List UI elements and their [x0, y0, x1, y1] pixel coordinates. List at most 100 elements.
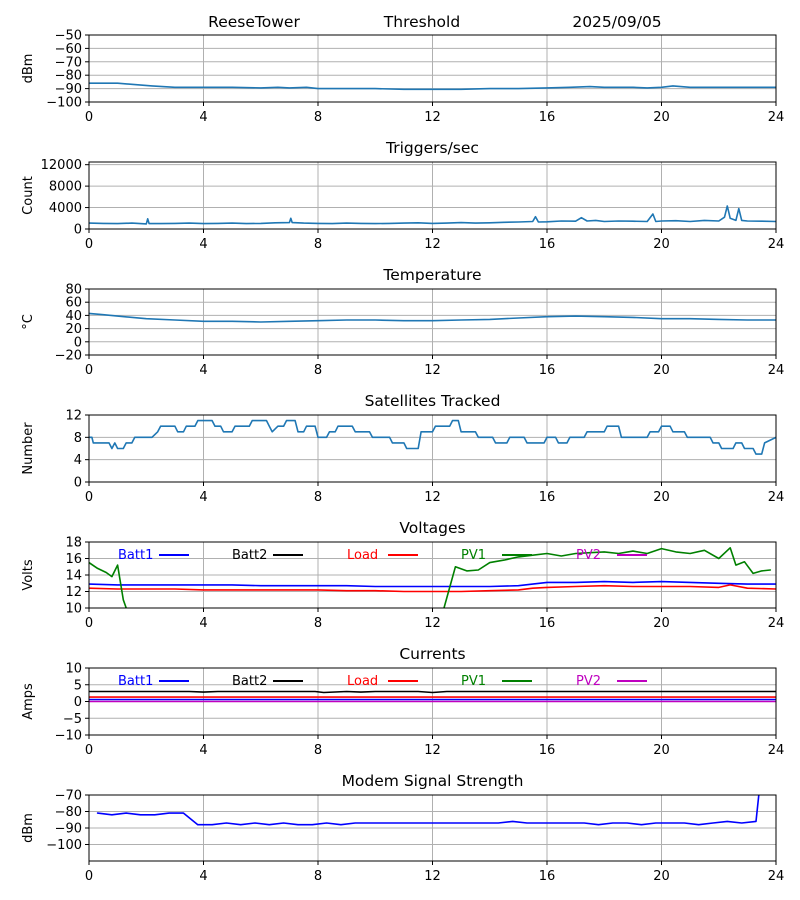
x-tick-label: 12 [424, 616, 441, 631]
x-tick-label: 0 [85, 743, 93, 758]
x-tick-label: 8 [314, 869, 322, 884]
chart-panel-satellites: 0 4 8 12 16 20 24 0 4 8 12 Number Satellites Tracked [21, 392, 784, 505]
legend-label-pv2: PV2 [576, 548, 601, 563]
x-tick-label: 8 [314, 110, 322, 125]
x-tick-label: 16 [539, 237, 556, 252]
y-axis-label: dBm [21, 54, 36, 84]
y-tick-label: 10 [65, 662, 82, 677]
y-tick-label: −50 [55, 29, 82, 44]
x-tick-label: 20 [653, 363, 670, 378]
x-tick-label: 24 [768, 363, 785, 378]
x-tick-label: 8 [314, 237, 322, 252]
y-tick-label: −70 [55, 789, 82, 804]
x-tick-label: 0 [85, 237, 93, 252]
series-line-load [89, 584, 776, 593]
y-axis-label: °C [21, 314, 36, 330]
legend-label-batt1: Batt1 [118, 548, 153, 563]
x-tick-label: 16 [539, 490, 556, 505]
y-tick-label: 4 [74, 453, 82, 468]
y-tick-label: −100 [46, 838, 82, 853]
y-tick-label: 80 [65, 283, 82, 298]
legend-label-pv1: PV1 [461, 548, 486, 563]
series-line-pv1 [89, 561, 127, 608]
x-tick-label: 0 [85, 869, 93, 884]
x-tick-label: 20 [653, 743, 670, 758]
x-tick-label: 16 [539, 110, 556, 125]
y-axis-label: Count [21, 176, 36, 215]
x-tick-label: 4 [199, 237, 207, 252]
x-tick-label: 24 [768, 110, 785, 125]
x-tick-label: 24 [768, 869, 785, 884]
grid [88, 794, 777, 861]
y-tick-label: 8 [74, 431, 82, 446]
y-tick-label: 20 [65, 322, 82, 337]
legend-label-load: Load [347, 674, 378, 689]
series-line [89, 82, 776, 91]
series-group [89, 690, 776, 703]
x-tick-label: 12 [424, 490, 441, 505]
grid [88, 414, 777, 483]
y-tick-label: 0 [74, 476, 82, 491]
x-tick-label: 0 [85, 616, 93, 631]
y-tick-label: 16 [65, 552, 82, 567]
x-tick-label: 12 [424, 363, 441, 378]
y-tick-label: 12 [65, 409, 82, 424]
legend: Batt1 Batt2 Load PV1 PV2 [118, 548, 647, 563]
y-axis-label: Volts [21, 559, 36, 591]
y-tick-label: 60 [65, 296, 82, 311]
series-line [89, 312, 776, 323]
series-line-pv1 [443, 546, 772, 608]
series-line [96, 795, 760, 826]
x-tick-label: 8 [314, 490, 322, 505]
header-title: Threshold [383, 13, 460, 31]
y-tick-label: 0 [74, 695, 82, 710]
y-tick-label: −80 [55, 69, 82, 84]
x-tick-label: 20 [653, 616, 670, 631]
x-tick-label: 24 [768, 616, 785, 631]
grid [88, 34, 777, 103]
x-tick-label: 12 [424, 869, 441, 884]
x-tick-label: 4 [199, 869, 207, 884]
y-axis-label: Amps [21, 683, 36, 720]
series-line [89, 419, 776, 455]
chart-panel-modem: 0 4 8 12 16 20 24 −100−90 −80−70 dBm Modem Signal … [21, 772, 784, 884]
y-tick-label: 4000 [49, 201, 82, 216]
series-group [89, 82, 776, 91]
x-tick-label: 0 [85, 110, 93, 125]
x-tick-label: 16 [539, 743, 556, 758]
x-tick-label: 4 [199, 363, 207, 378]
y-tick-label: 12000 [41, 158, 82, 173]
panel-title: Triggers/sec [385, 139, 479, 157]
grid [88, 288, 777, 356]
y-tick-label: −20 [55, 349, 82, 364]
series-group [89, 546, 776, 608]
x-tick-label: 20 [653, 110, 670, 125]
x-tick-label: 4 [199, 490, 207, 505]
figure-header: ReeseTower Threshold 2025/09/05 [208, 13, 662, 31]
legend: Batt1 Batt2 Load PV1 PV2 [118, 674, 647, 689]
x-tick-label: 12 [424, 110, 441, 125]
x-tick-label: 24 [768, 237, 785, 252]
x-tick-label: 0 [85, 363, 93, 378]
series-line [89, 205, 776, 225]
x-tick-label: 20 [653, 490, 670, 505]
panel-title: Voltages [399, 519, 465, 537]
y-tick-label: −70 [55, 55, 82, 70]
x-tick-label: 0 [85, 490, 93, 505]
y-tick-label: 0 [74, 223, 82, 238]
series-line-batt2 [89, 690, 776, 694]
grid [88, 162, 777, 230]
y-tick-label: −90 [55, 822, 82, 837]
y-tick-label: 8000 [49, 180, 82, 195]
series-line-batt1 [89, 580, 776, 588]
y-tick-label: 18 [65, 536, 82, 551]
x-tick-label: 12 [424, 743, 441, 758]
panel-title: Temperature [382, 266, 481, 284]
series-group [96, 795, 760, 826]
x-tick-label: 8 [314, 616, 322, 631]
y-tick-label: 5 [74, 678, 82, 693]
chart-panel-threshold: 0 4 8 12 16 20 24 −100−90−80−70−60−50 dBm [21, 29, 784, 126]
x-tick-label: 16 [539, 869, 556, 884]
